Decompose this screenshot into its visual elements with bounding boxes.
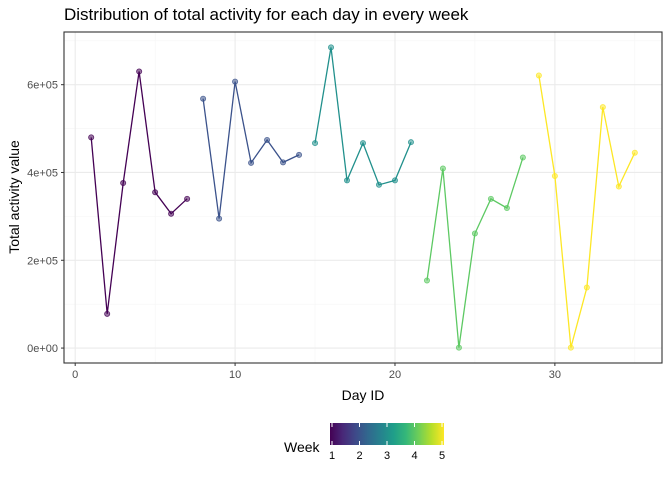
y-tick-label: 4e+05 — [27, 167, 58, 179]
y-tick-label: 2e+05 — [27, 255, 58, 267]
legend-title: Week — [284, 439, 321, 455]
x-axis-title: Day ID — [342, 387, 385, 403]
legend-ticks: 1 2 3 4 5 — [329, 423, 445, 462]
data-point — [567, 344, 574, 351]
data-point — [407, 139, 414, 146]
x-tick-label: 20 — [389, 369, 401, 381]
data-point — [120, 180, 127, 187]
data-point — [423, 277, 430, 284]
data-point — [264, 136, 271, 143]
data-point — [312, 140, 319, 147]
data-point — [280, 159, 287, 166]
data-point — [136, 68, 143, 75]
legend-tick-label: 2 — [356, 450, 362, 462]
legend-colorbar — [330, 423, 444, 445]
data-point — [455, 344, 462, 351]
plot-panel-border — [63, 31, 663, 364]
data-point — [216, 215, 223, 222]
data-point — [631, 149, 638, 156]
data-point — [503, 205, 510, 212]
data-point — [200, 95, 207, 102]
data-point — [471, 230, 478, 237]
data-point — [328, 44, 335, 51]
data-point — [232, 78, 239, 85]
data-point — [104, 310, 111, 317]
data-point — [248, 159, 255, 166]
legend-tick-label: 1 — [329, 450, 335, 462]
data-point — [296, 151, 303, 158]
data-point — [344, 177, 351, 184]
data-point — [359, 140, 366, 147]
data-point — [152, 189, 159, 196]
data-point — [487, 195, 494, 202]
series-lines — [90, 47, 636, 348]
data-point — [583, 284, 590, 291]
data-point — [88, 134, 95, 141]
series-line-week-3 — [314, 47, 412, 186]
y-tick-label: 6e+05 — [27, 80, 58, 92]
x-tick-label: 10 — [229, 369, 241, 381]
data-point — [439, 165, 446, 172]
legend-tick-label: 4 — [411, 450, 417, 462]
chart-title: Distribution of total activity for each … — [64, 5, 469, 24]
series-line-week-5 — [538, 75, 636, 348]
y-axis-title: Total activity value — [6, 140, 22, 254]
series-line-week-1 — [90, 71, 188, 314]
legend-tick-label: 3 — [384, 450, 390, 462]
data-point — [184, 195, 191, 202]
data-point — [551, 172, 558, 179]
axis-ticks: 0 10 20 30 0e+00 2e+05 4e+05 6e+05 — [27, 80, 561, 381]
data-point — [519, 154, 526, 161]
y-tick-label: 0e+00 — [27, 343, 58, 355]
data-point — [375, 181, 382, 188]
data-point — [168, 210, 175, 217]
week-legend: Week 1 2 3 4 5 — [284, 423, 445, 462]
grid — [64, 32, 662, 363]
x-tick-label: 0 — [72, 369, 78, 381]
series-line-week-2 — [202, 81, 300, 219]
data-point — [599, 104, 606, 111]
data-point — [615, 183, 622, 190]
series-points — [88, 44, 638, 351]
data-point — [535, 72, 542, 79]
x-tick-label: 30 — [549, 369, 561, 381]
legend-tick-label: 5 — [439, 450, 445, 462]
data-point — [391, 177, 398, 184]
